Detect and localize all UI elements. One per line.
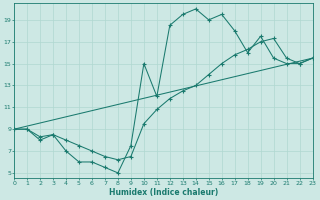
X-axis label: Humidex (Indice chaleur): Humidex (Indice chaleur) bbox=[109, 188, 218, 197]
